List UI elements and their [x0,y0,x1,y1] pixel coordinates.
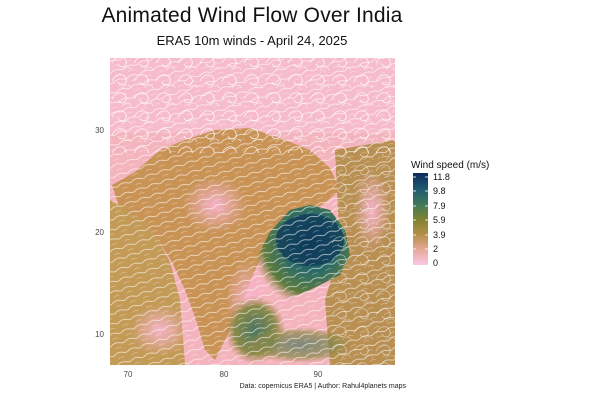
y-tick-20: 20 [95,228,104,237]
legend-label-3.9: 3.9 [433,230,446,240]
legend-label-11.8: 11.8 [433,172,450,182]
legend-label-2: 2 [433,244,439,254]
legend-label-0: 0 [433,258,439,268]
x-tick-90: 90 [314,370,323,379]
wind-speed-field [110,58,395,365]
map-title: Animated Wind Flow Over India [101,4,403,27]
legend-label-5.9: 5.9 [433,215,446,225]
legend-label-7.9: 7.9 [433,201,446,211]
x-tick-80: 80 [220,370,229,379]
x-tick-70: 70 [124,370,133,379]
y-tick-30: 30 [95,126,104,135]
y-tick-10: 10 [95,330,104,339]
data-source-caption: Data: copernicus ERA5 | Author: Rahul4pl… [239,383,406,390]
legend-title: Wind speed (m/s) [411,160,490,171]
legend-ticks [413,176,428,250]
legend-colorbar [413,173,428,265]
legend-label-9.8: 9.8 [433,186,446,196]
map-subtitle: ERA5 10m winds - April 24, 2025 [156,33,348,48]
